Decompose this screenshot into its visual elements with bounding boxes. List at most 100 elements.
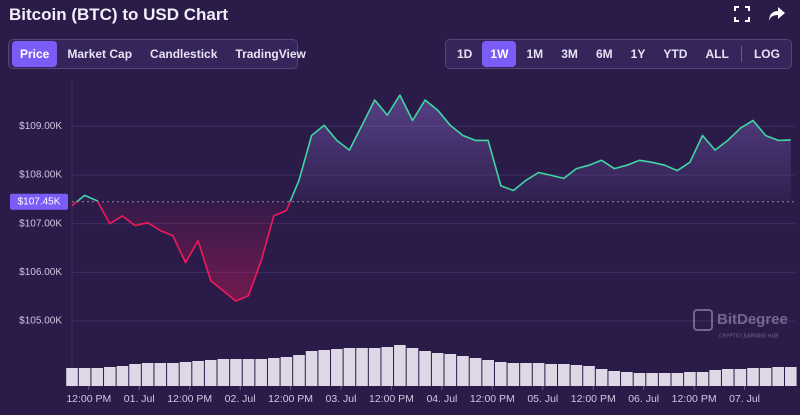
volume-bar [154,363,167,386]
volume-bar [482,360,494,386]
tab-button[interactable]: 1Y [630,47,646,61]
x-tick-label: 05. Jul [527,393,558,405]
volume-bar [494,362,507,386]
volume-bar [230,359,242,386]
volume-bar [784,367,797,386]
volume-bar [331,349,343,386]
volume-bar [772,367,784,386]
volume-bar [104,367,116,386]
tab-button[interactable]: LOG [753,47,780,61]
volume-bar [129,364,141,386]
x-tick-label: 03. Jul [326,393,357,405]
volume-bar [255,359,267,386]
volume-bar [406,348,419,386]
y-tick-label: $108.00K [19,170,62,181]
watermark-tagline: CRYPTO LEARNING HUB [719,333,779,339]
volume-bar [192,361,204,386]
x-tick-label: 12:00 PM [167,393,212,405]
volume-bar [633,373,646,386]
x-tick-label: 02. Jul [225,393,256,405]
watermark-name: BitDegree [717,311,788,328]
volume-bar [457,356,469,386]
price-area [72,95,791,302]
share-icon[interactable] [768,6,786,22]
volume-bar [507,363,520,386]
watermark-logo [693,309,713,331]
x-tick-label: 12:00 PM [66,393,111,405]
tab-button[interactable]: Market Cap [67,47,133,61]
separator [740,46,742,62]
volume-bar [394,345,406,386]
volume-bar [747,368,759,386]
volume-bar [570,365,583,386]
baseline-label: $107.45K [18,196,61,207]
x-tick-label: 06. Jul [628,393,659,405]
x-tick-label: 12:00 PM [369,393,414,405]
volume-bar [116,366,129,386]
volume-bar [545,364,558,386]
volume-bar [721,369,734,386]
tab-button[interactable]: TradingView [235,47,306,61]
volume-bar [267,358,280,386]
volume-bar [204,360,217,386]
volume-bar [78,368,91,386]
volume-bar [532,363,545,386]
tab-button[interactable]: 1D [457,47,473,61]
volume-bar [381,347,394,386]
volume-bar [621,372,633,386]
chart-type-tabs: Price Market Cap Candlestick TradingView [8,39,306,69]
tab-button[interactable]: Candlestick [150,47,218,61]
volume-bar [356,348,368,386]
volume-bar [141,363,154,386]
tab-button[interactable]: 1W [482,41,517,67]
x-tick-label: 04. Jul [426,393,457,405]
chart-title: Bitcoin (BTC) to USD Chart [9,5,229,24]
baseline-label-box [10,193,68,210]
range-tabs: 1D 1W 1M 3M 6M 1Y YTD ALL LOG [445,39,792,69]
y-tick-label: $107.00K [19,218,62,229]
tab-button[interactable]: YTD [663,47,688,61]
toolbar-icons [734,6,786,22]
volume-bar [91,368,104,386]
x-tick-label: 12:00 PM [672,393,717,405]
volume-bar [583,366,595,386]
volume-bar [444,354,457,386]
volume-bar [217,359,230,386]
volume-bar [469,358,482,386]
volume-bar [343,348,356,386]
x-tick-label: 01. Jul [124,393,155,405]
tab-button[interactable]: 3M [561,47,578,61]
tab-button[interactable]: 6M [595,47,613,61]
tab-button[interactable]: 1M [526,47,544,61]
watermark: BitDegree CRYPTO LEARNING HUB [693,309,788,339]
volume-bar [419,351,431,386]
tab-button[interactable]: ALL [705,47,729,61]
volume-bar [305,351,318,386]
x-tick-label: 12:00 PM [268,393,313,405]
price-line [71,94,791,302]
volume-bar [709,370,721,386]
volume-bar [280,357,293,386]
x-tick-label: 12:00 PM [571,393,616,405]
volume-bar [684,372,696,386]
volume-bar [696,372,709,386]
tab-button[interactable]: Price [12,41,58,67]
volume-bar [646,373,658,386]
volume-bar [368,348,381,386]
volume-bar [734,369,747,386]
y-tick-label: $109.00K [19,121,62,132]
volume-bar [293,355,305,386]
volume-bar [179,362,192,386]
volume-bar [242,359,255,386]
volume-bar [671,373,684,386]
y-tick-label: $106.00K [19,267,62,278]
y-tick-label: $105.00K [19,316,62,327]
x-tick-label: 12:00 PM [470,393,515,405]
volume-bar [520,363,532,386]
volume-bar [759,368,772,386]
volume-bar [431,353,444,386]
volume-bar [595,369,608,386]
fullscreen-icon[interactable] [734,6,750,22]
